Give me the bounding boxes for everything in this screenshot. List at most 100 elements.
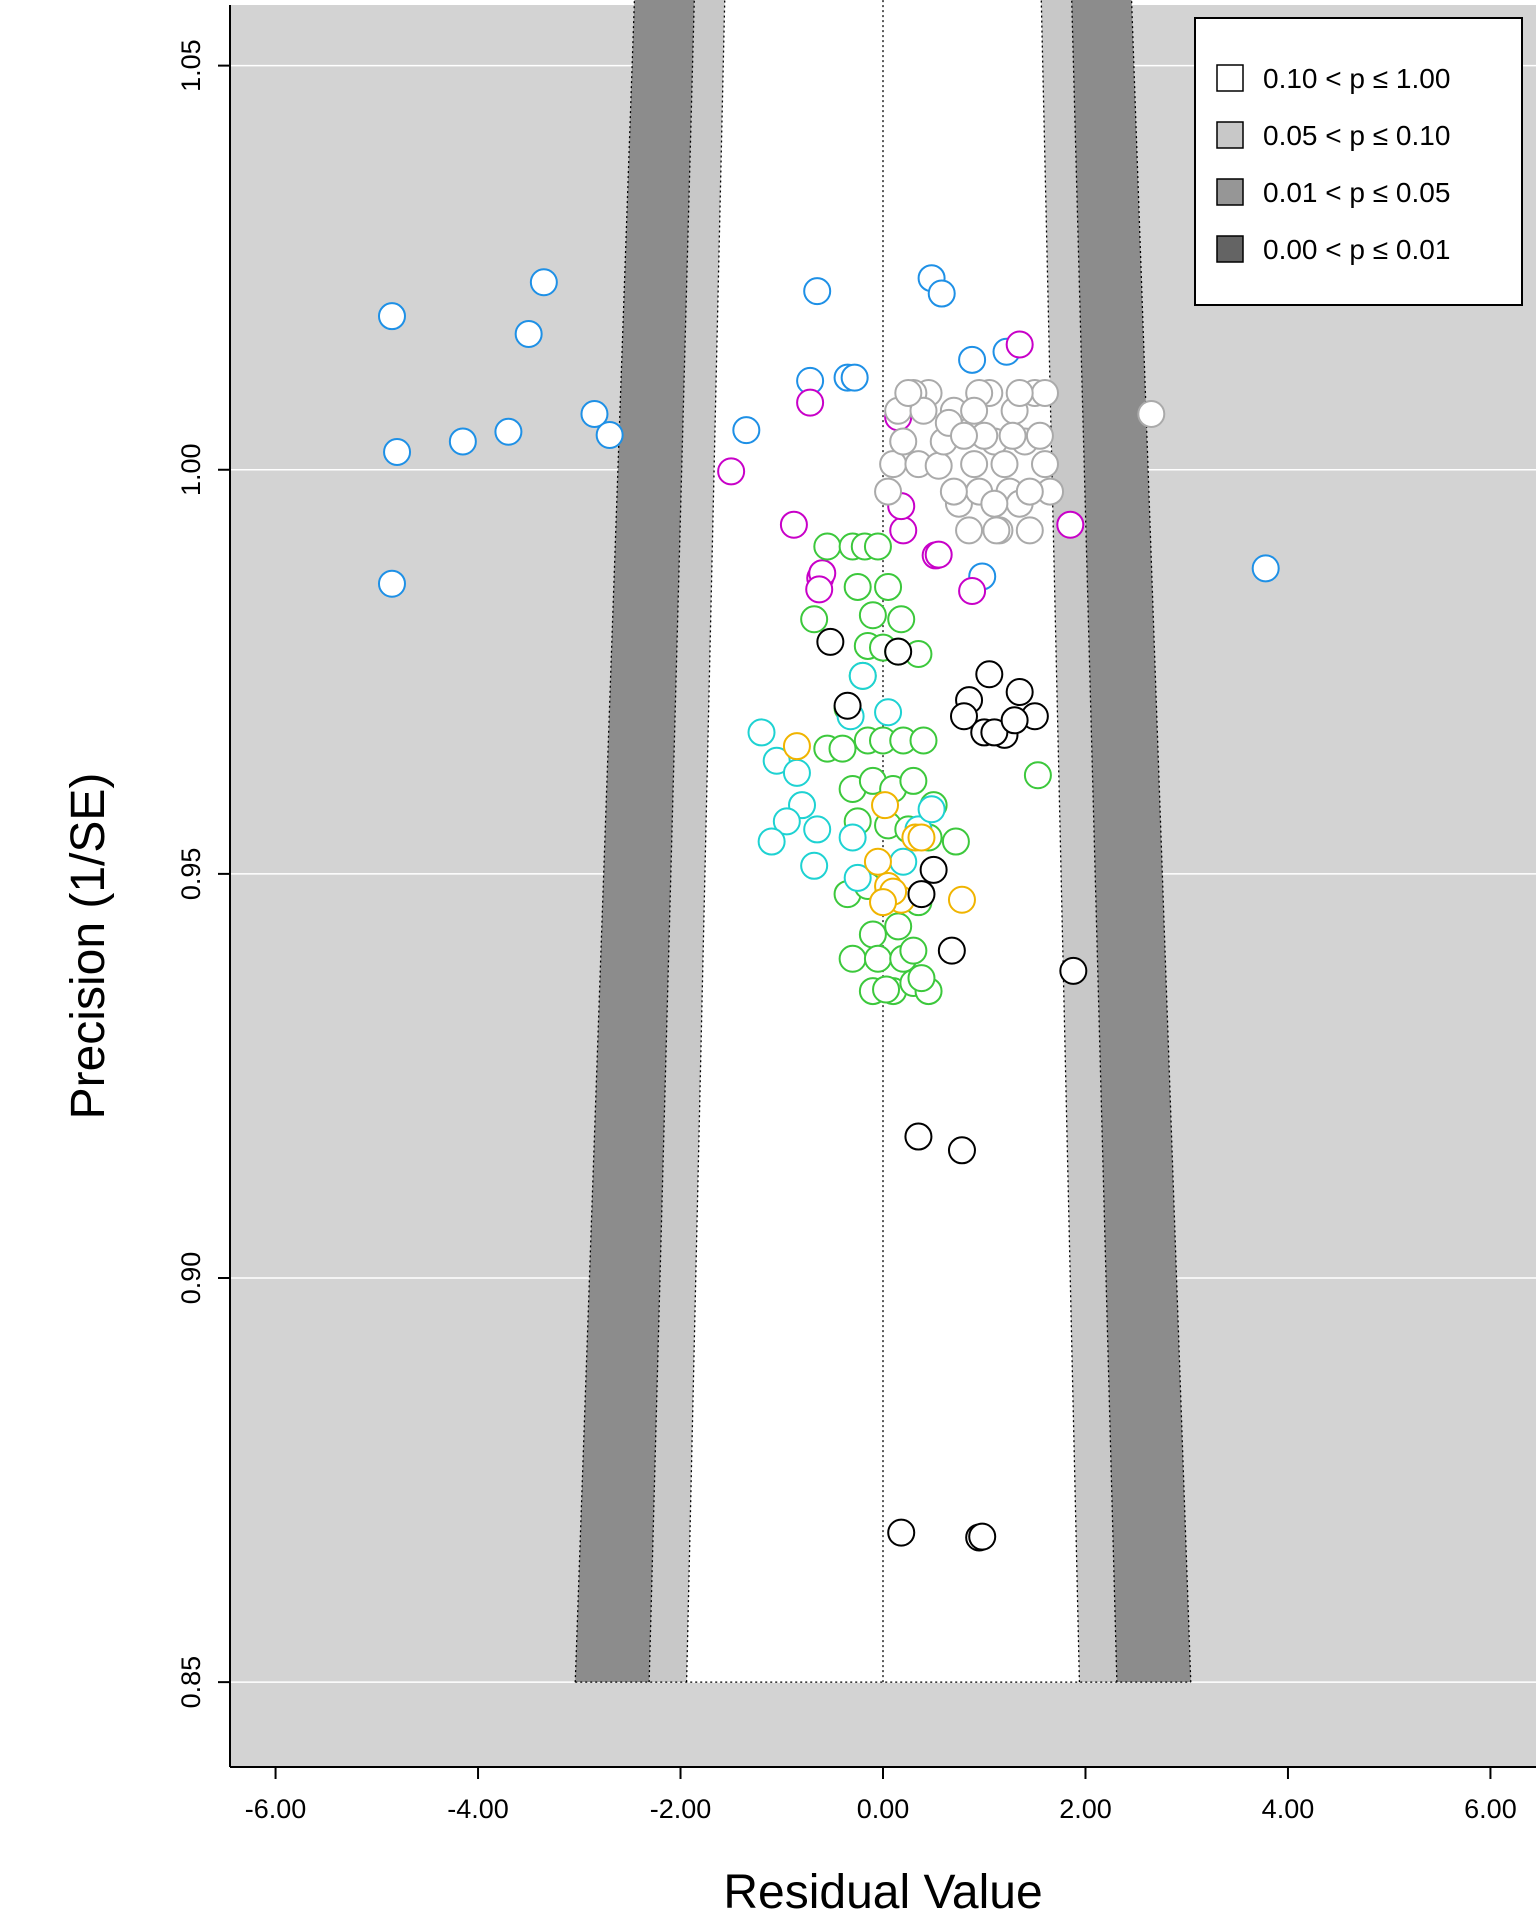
legend-label: 0.05 < p ≤ 0.10 — [1263, 120, 1450, 151]
data-point — [863, 847, 892, 876]
data-point — [871, 791, 900, 820]
data-point — [805, 575, 834, 604]
data-point — [955, 516, 984, 545]
legend-label: 0.10 < p ≤ 1.00 — [1263, 63, 1450, 94]
data-point — [1005, 378, 1034, 407]
data-point — [941, 827, 970, 856]
data-point — [937, 936, 966, 965]
data-point — [595, 420, 624, 449]
data-point — [1005, 678, 1034, 707]
data-point — [939, 477, 968, 506]
data-point — [982, 516, 1011, 545]
data-point — [887, 1518, 916, 1547]
funnel-region-p01-05-right — [1071, 0, 1191, 1683]
data-point — [1015, 477, 1044, 506]
data-point — [772, 807, 801, 836]
y-axis-title: Precision (1/SE) — [62, 773, 115, 1120]
data-point — [980, 718, 1009, 747]
data-point — [919, 855, 948, 884]
data-point — [899, 936, 928, 965]
data-point — [838, 823, 867, 852]
axes: -6.00 -4.00 -2.00 0.00 2.00 4.00 6.00 0.85 0.90 0… — [176, 5, 1536, 1824]
legend-label: 0.00 < p ≤ 0.01 — [1263, 234, 1450, 265]
data-point — [782, 732, 811, 761]
data-point — [949, 421, 978, 450]
data-point — [958, 345, 987, 374]
legend-box — [1194, 17, 1523, 306]
data-point — [909, 396, 938, 425]
funnel-region-p05-10-left — [649, 0, 725, 1683]
data-point — [747, 718, 776, 747]
data-point — [980, 489, 1009, 518]
data-point — [779, 510, 808, 539]
data-point — [889, 427, 918, 456]
data-point — [874, 698, 903, 727]
data-point — [949, 702, 978, 731]
data-point — [960, 450, 989, 479]
legend-swatch — [1216, 235, 1244, 263]
data-point — [904, 1122, 933, 1151]
data-point — [782, 758, 811, 787]
data-point — [803, 277, 832, 306]
data-point — [377, 569, 406, 598]
legend-swatch — [1216, 121, 1244, 149]
data-point — [917, 795, 946, 824]
data-point — [990, 450, 1019, 479]
data-point — [872, 975, 901, 1004]
legend-swatch — [1216, 178, 1244, 206]
data-point — [1056, 510, 1085, 539]
x-tick-label: 4.00 — [1262, 1794, 1315, 1824]
data-point — [927, 279, 956, 308]
data-point — [907, 880, 936, 909]
data-point — [924, 451, 953, 480]
y-tick-label: 0.90 — [176, 1252, 206, 1305]
data-point — [884, 912, 913, 941]
x-tick-label: -4.00 — [447, 1794, 509, 1824]
y-tick-label: 1.05 — [176, 39, 206, 92]
data-point — [800, 851, 829, 880]
data-point — [383, 437, 412, 466]
data-point — [874, 572, 903, 601]
funnel-contours — [574, 0, 1192, 1683]
data-point — [762, 746, 791, 775]
data-point — [947, 1136, 976, 1165]
data-point — [1030, 450, 1059, 479]
data-point — [838, 944, 867, 973]
data-point — [998, 421, 1027, 450]
data-point — [529, 268, 558, 297]
data-point — [958, 576, 987, 605]
y-tick-label: 0.95 — [176, 848, 206, 901]
x-tick-label: -2.00 — [650, 1794, 712, 1824]
x-axis-title: Residual Value — [723, 1866, 1042, 1919]
data-point — [843, 863, 872, 892]
data-point — [968, 1522, 997, 1551]
data-point — [1005, 330, 1034, 359]
data-point — [816, 627, 845, 656]
data-point — [975, 660, 1004, 689]
data-point — [869, 888, 897, 917]
data-point — [1137, 399, 1166, 428]
data-point — [924, 540, 953, 569]
x-tick-label: 6.00 — [1464, 1794, 1517, 1824]
data-point — [1059, 956, 1088, 985]
y-tick-label: 0.85 — [176, 1656, 206, 1709]
contour-line-p01-left — [574, 0, 636, 1683]
data-point — [894, 378, 923, 407]
data-point — [1030, 378, 1059, 407]
data-point — [1251, 554, 1280, 583]
data-point — [828, 734, 857, 763]
data-point — [863, 532, 892, 561]
data-point — [907, 964, 936, 993]
legend-label: 0.01 < p ≤ 0.05 — [1263, 177, 1450, 208]
data-point — [840, 363, 869, 392]
data-point — [863, 944, 892, 973]
data-point — [1015, 516, 1044, 545]
data-point — [377, 302, 406, 331]
data-point — [960, 396, 989, 425]
data-point — [848, 661, 877, 690]
x-tick-label: 2.00 — [1059, 1794, 1112, 1824]
data-point — [1025, 421, 1054, 450]
data-point — [813, 532, 842, 561]
data-point — [858, 601, 887, 630]
